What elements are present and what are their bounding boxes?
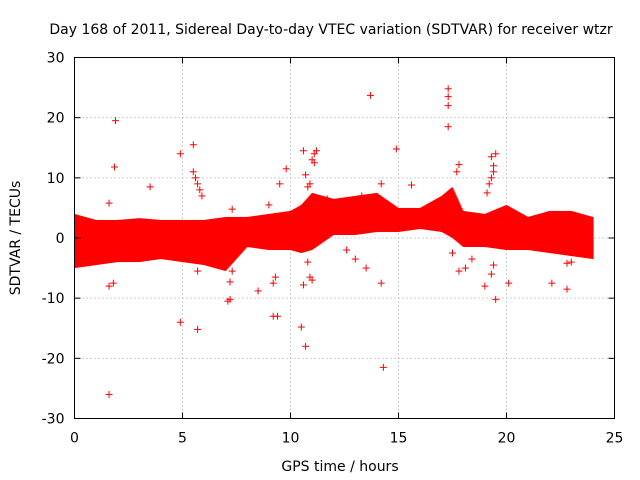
x-tick-label: 5	[178, 431, 187, 447]
data-point	[226, 278, 234, 286]
data-point	[455, 267, 463, 275]
data-point	[455, 161, 463, 169]
data-point	[323, 195, 331, 203]
data-point	[226, 295, 234, 303]
data-point	[490, 261, 498, 269]
data-point	[351, 255, 359, 263]
data-point	[379, 363, 387, 371]
data-point	[487, 153, 495, 161]
data-point	[304, 258, 312, 266]
data-point	[492, 150, 500, 158]
data-point	[548, 279, 556, 287]
data-point	[377, 180, 385, 188]
data-point	[578, 249, 586, 257]
data-point	[271, 273, 279, 281]
data-point	[254, 287, 262, 295]
data-point	[112, 117, 120, 125]
data-point	[302, 342, 310, 350]
data-point	[302, 171, 310, 179]
data-point	[194, 267, 202, 275]
data-point	[189, 168, 197, 176]
data-point	[444, 102, 452, 110]
data-point	[358, 192, 366, 200]
data-point	[228, 205, 236, 213]
data-point	[407, 181, 415, 189]
y-tick-label: -20	[42, 351, 65, 367]
data-point	[567, 258, 575, 266]
data-point	[146, 183, 154, 191]
data-point	[105, 282, 113, 290]
data-point	[308, 276, 316, 284]
data-point	[492, 295, 500, 303]
data-point	[299, 281, 307, 289]
data-point	[444, 93, 452, 101]
data-point	[481, 282, 489, 290]
data-point	[377, 279, 385, 287]
data-band	[74, 187, 594, 271]
data-point	[483, 189, 491, 197]
data-point	[265, 201, 273, 209]
y-axis-label: SDTVAR / TECUs	[8, 181, 24, 296]
data-point	[194, 325, 202, 333]
x-tick-label: 25	[606, 431, 624, 447]
data-point	[176, 318, 184, 326]
data-point	[105, 199, 113, 207]
data-point	[563, 285, 571, 293]
data-point	[176, 150, 184, 158]
data-point	[105, 390, 113, 398]
y-tick-label: -30	[42, 412, 65, 428]
data-point	[310, 159, 318, 167]
data-point	[304, 183, 312, 191]
data-point	[297, 323, 305, 331]
data-point	[224, 246, 232, 254]
data-point	[505, 279, 513, 287]
x-tick-label: 0	[70, 431, 79, 447]
data-point	[269, 279, 277, 287]
data-point	[392, 145, 400, 153]
data-point	[276, 180, 284, 188]
data-point	[526, 232, 534, 240]
y-tick-label: 20	[47, 111, 65, 127]
data-point	[490, 168, 498, 176]
data-point	[490, 162, 498, 170]
data-point	[343, 246, 351, 254]
chart-title: Day 168 of 2011, Sidereal Day-to-day VTE…	[49, 22, 613, 38]
data-point	[468, 255, 476, 263]
data-point	[461, 264, 469, 272]
x-axis-label: GPS time / hours	[281, 459, 398, 475]
data-point	[362, 264, 370, 272]
y-tick-label: -10	[42, 291, 65, 307]
data-point	[487, 174, 495, 182]
data-point	[366, 91, 374, 99]
data-points	[74, 85, 594, 398]
data-point	[453, 168, 461, 176]
y-tick-label: 30	[47, 51, 65, 67]
data-point	[194, 180, 202, 188]
data-point	[274, 312, 282, 320]
x-tick-label: 10	[282, 431, 300, 447]
data-point	[109, 279, 117, 287]
data-point	[299, 147, 307, 155]
y-tick-label: 10	[47, 171, 65, 187]
data-point	[449, 249, 456, 257]
data-point	[444, 123, 452, 131]
data-point	[189, 141, 197, 149]
data-point	[228, 267, 236, 275]
y-tick-label: 0	[56, 231, 65, 247]
data-point	[196, 186, 204, 194]
data-point	[444, 85, 452, 93]
data-point	[312, 147, 320, 155]
x-tick-label: 15	[390, 431, 408, 447]
data-point	[485, 180, 493, 188]
axis-ticks: -30 -20 -10 0 10 20 30 0 5 10 15 20 25	[42, 51, 624, 447]
data-point	[282, 165, 290, 173]
data-point	[110, 163, 118, 171]
data-point	[563, 259, 571, 267]
x-tick-label: 20	[498, 431, 516, 447]
data-point	[487, 270, 495, 278]
data-point	[191, 174, 199, 182]
data-point	[198, 192, 206, 200]
